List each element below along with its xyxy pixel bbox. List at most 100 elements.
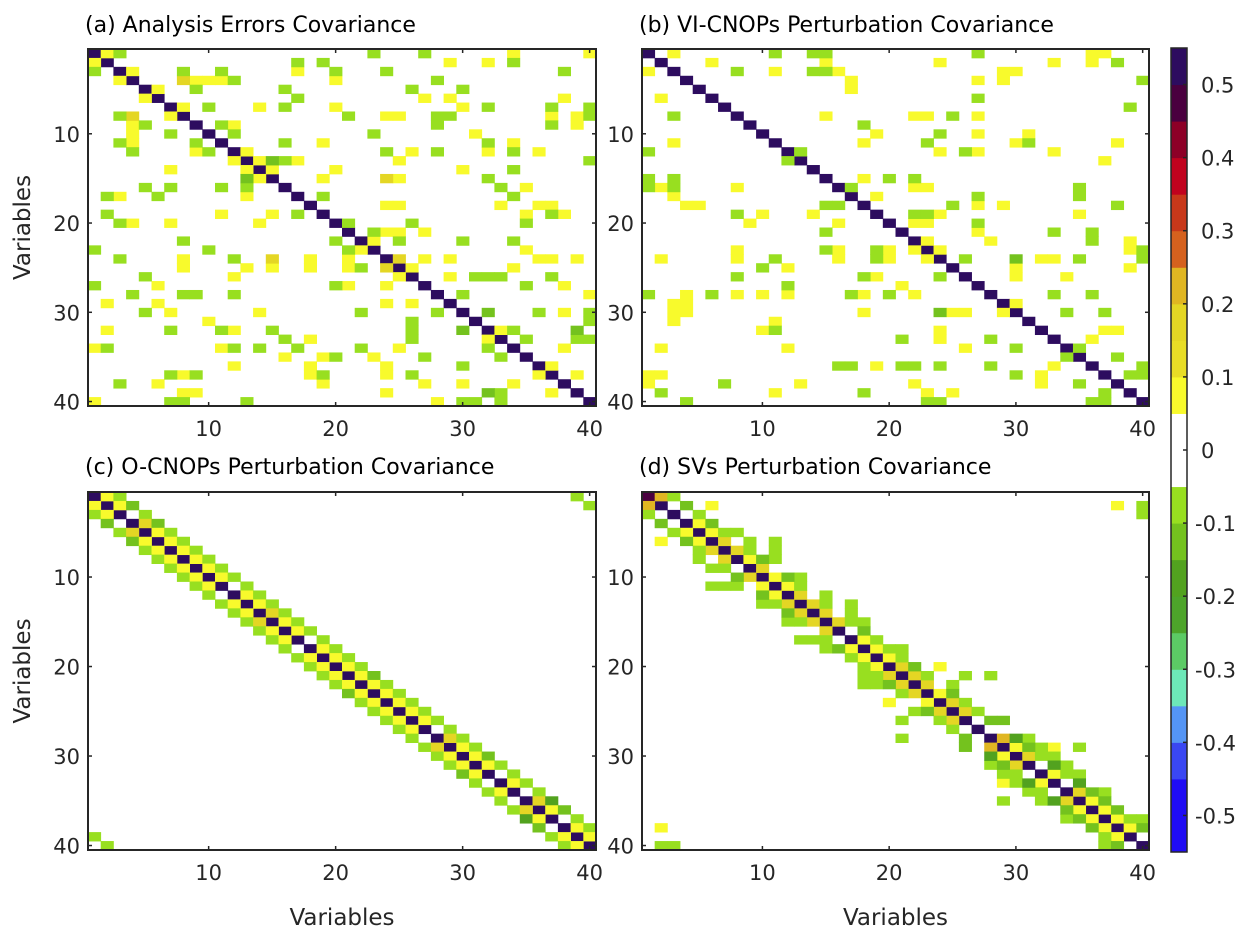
heatmap-cell <box>1072 379 1087 389</box>
heatmap-cell <box>380 679 394 690</box>
heatmap-cell <box>642 509 656 520</box>
heatmap-cell <box>692 518 706 529</box>
heatmap-cell <box>832 626 846 636</box>
heatmap-cell <box>405 334 419 344</box>
heatmap-cell <box>857 644 871 654</box>
heatmap-cell <box>443 254 457 264</box>
heatmap-cell <box>1034 325 1048 336</box>
heatmap-cell <box>215 120 229 130</box>
heatmap-cell <box>908 173 922 184</box>
colorbar-bin <box>1171 157 1187 195</box>
heatmap-cell <box>418 352 432 362</box>
heatmap-cell <box>176 111 190 121</box>
heatmap-cell <box>265 626 279 636</box>
heatmap-cell <box>367 679 381 690</box>
heatmap-cell <box>532 200 546 211</box>
heatmap-cell <box>316 138 330 148</box>
heatmap-cell <box>557 209 571 219</box>
heatmap-cell <box>481 334 495 344</box>
heatmap-cell <box>545 814 559 824</box>
heatmap-cell <box>189 147 203 157</box>
heatmap-cell <box>1009 138 1023 148</box>
heatmap-cell <box>227 325 241 336</box>
heatmap-cell <box>933 397 947 407</box>
heatmap-cell <box>819 245 833 255</box>
heatmap-cell <box>430 397 444 407</box>
heatmap-cell <box>781 617 795 627</box>
heatmap-cell <box>227 608 241 618</box>
heatmap-cell <box>570 832 584 842</box>
heatmap-cell <box>291 66 305 77</box>
heatmap-cell <box>920 209 934 219</box>
heatmap-cell <box>819 227 833 237</box>
heatmap-cell <box>882 679 896 690</box>
heatmap-cell <box>1022 751 1036 761</box>
heatmap-cell <box>1034 787 1048 797</box>
heatmap-cell <box>392 173 406 184</box>
heatmap-cell <box>532 796 546 806</box>
heatmap-cell <box>189 554 203 564</box>
heatmap-cell <box>1110 814 1125 824</box>
heatmap-cell <box>718 554 732 564</box>
heatmap-cell <box>176 397 190 407</box>
heatmap-cell <box>844 289 858 300</box>
heatmap-cell <box>138 509 152 520</box>
heatmap-cell <box>126 218 140 228</box>
heatmap-cell <box>227 254 241 264</box>
heatmap-cell <box>418 379 432 389</box>
heatmap-cell <box>857 388 871 398</box>
heatmap-cell <box>958 254 972 264</box>
heatmap-cell <box>1136 841 1150 851</box>
heatmap-cell <box>971 706 985 717</box>
heatmap-cell <box>1085 814 1099 824</box>
panel-d: (d) SVs Perturbation Covariance 10 20 30 40 1… <box>607 455 1156 931</box>
heatmap-cell <box>1085 289 1099 300</box>
heatmap-cell <box>380 715 394 726</box>
heatmap-cell <box>176 263 190 273</box>
heatmap-cell <box>138 536 152 547</box>
heatmap-cell <box>1085 823 1099 833</box>
heatmap-cell <box>164 545 178 556</box>
heatmap-cell <box>781 572 795 582</box>
heatmap-cell <box>265 635 279 645</box>
colorbar-bin <box>1171 669 1187 707</box>
heatmap-cell <box>1072 182 1087 193</box>
heatmap-cell <box>456 379 470 389</box>
heatmap-cell <box>202 581 216 591</box>
heatmap-cell <box>946 715 960 726</box>
heatmap-cell <box>1034 370 1048 380</box>
heatmap-cell <box>126 527 140 538</box>
heatmap-cell <box>240 590 254 600</box>
heatmap-cell <box>469 751 483 761</box>
heatmap-cell <box>1123 823 1137 833</box>
heatmap-cell <box>743 536 757 547</box>
heatmap-cell <box>443 733 457 743</box>
heatmap-cell <box>278 102 292 112</box>
heatmap-cell <box>481 388 495 398</box>
heatmap-cell <box>1085 57 1099 68</box>
heatmap-cell <box>1085 787 1099 797</box>
heatmap-cell <box>151 518 165 529</box>
heatmap-cell <box>667 66 681 77</box>
heatmap-cell <box>946 706 960 717</box>
heatmap-cell <box>138 307 152 318</box>
heatmap-cell <box>667 492 681 502</box>
heatmap-cell <box>583 832 597 842</box>
heatmap-cell <box>253 218 267 228</box>
heatmap-cell <box>1009 751 1023 761</box>
heatmap-cell <box>844 617 858 627</box>
heatmap-cell <box>908 662 922 672</box>
heatmap-cell <box>278 626 292 636</box>
heatmap-cell <box>189 545 203 556</box>
heatmap-cell <box>354 343 368 353</box>
heatmap-cell <box>265 325 279 336</box>
heatmap-cell <box>481 787 495 797</box>
heatmap-cell <box>654 536 668 547</box>
heatmap-cell <box>126 111 140 121</box>
heatmap-cell <box>654 343 668 353</box>
y-tick-label: 10 <box>53 123 80 147</box>
heatmap-cell <box>456 102 470 112</box>
heatmap-cell <box>278 334 292 344</box>
heatmap-cell <box>1009 343 1023 353</box>
heatmap-cell <box>367 697 381 708</box>
